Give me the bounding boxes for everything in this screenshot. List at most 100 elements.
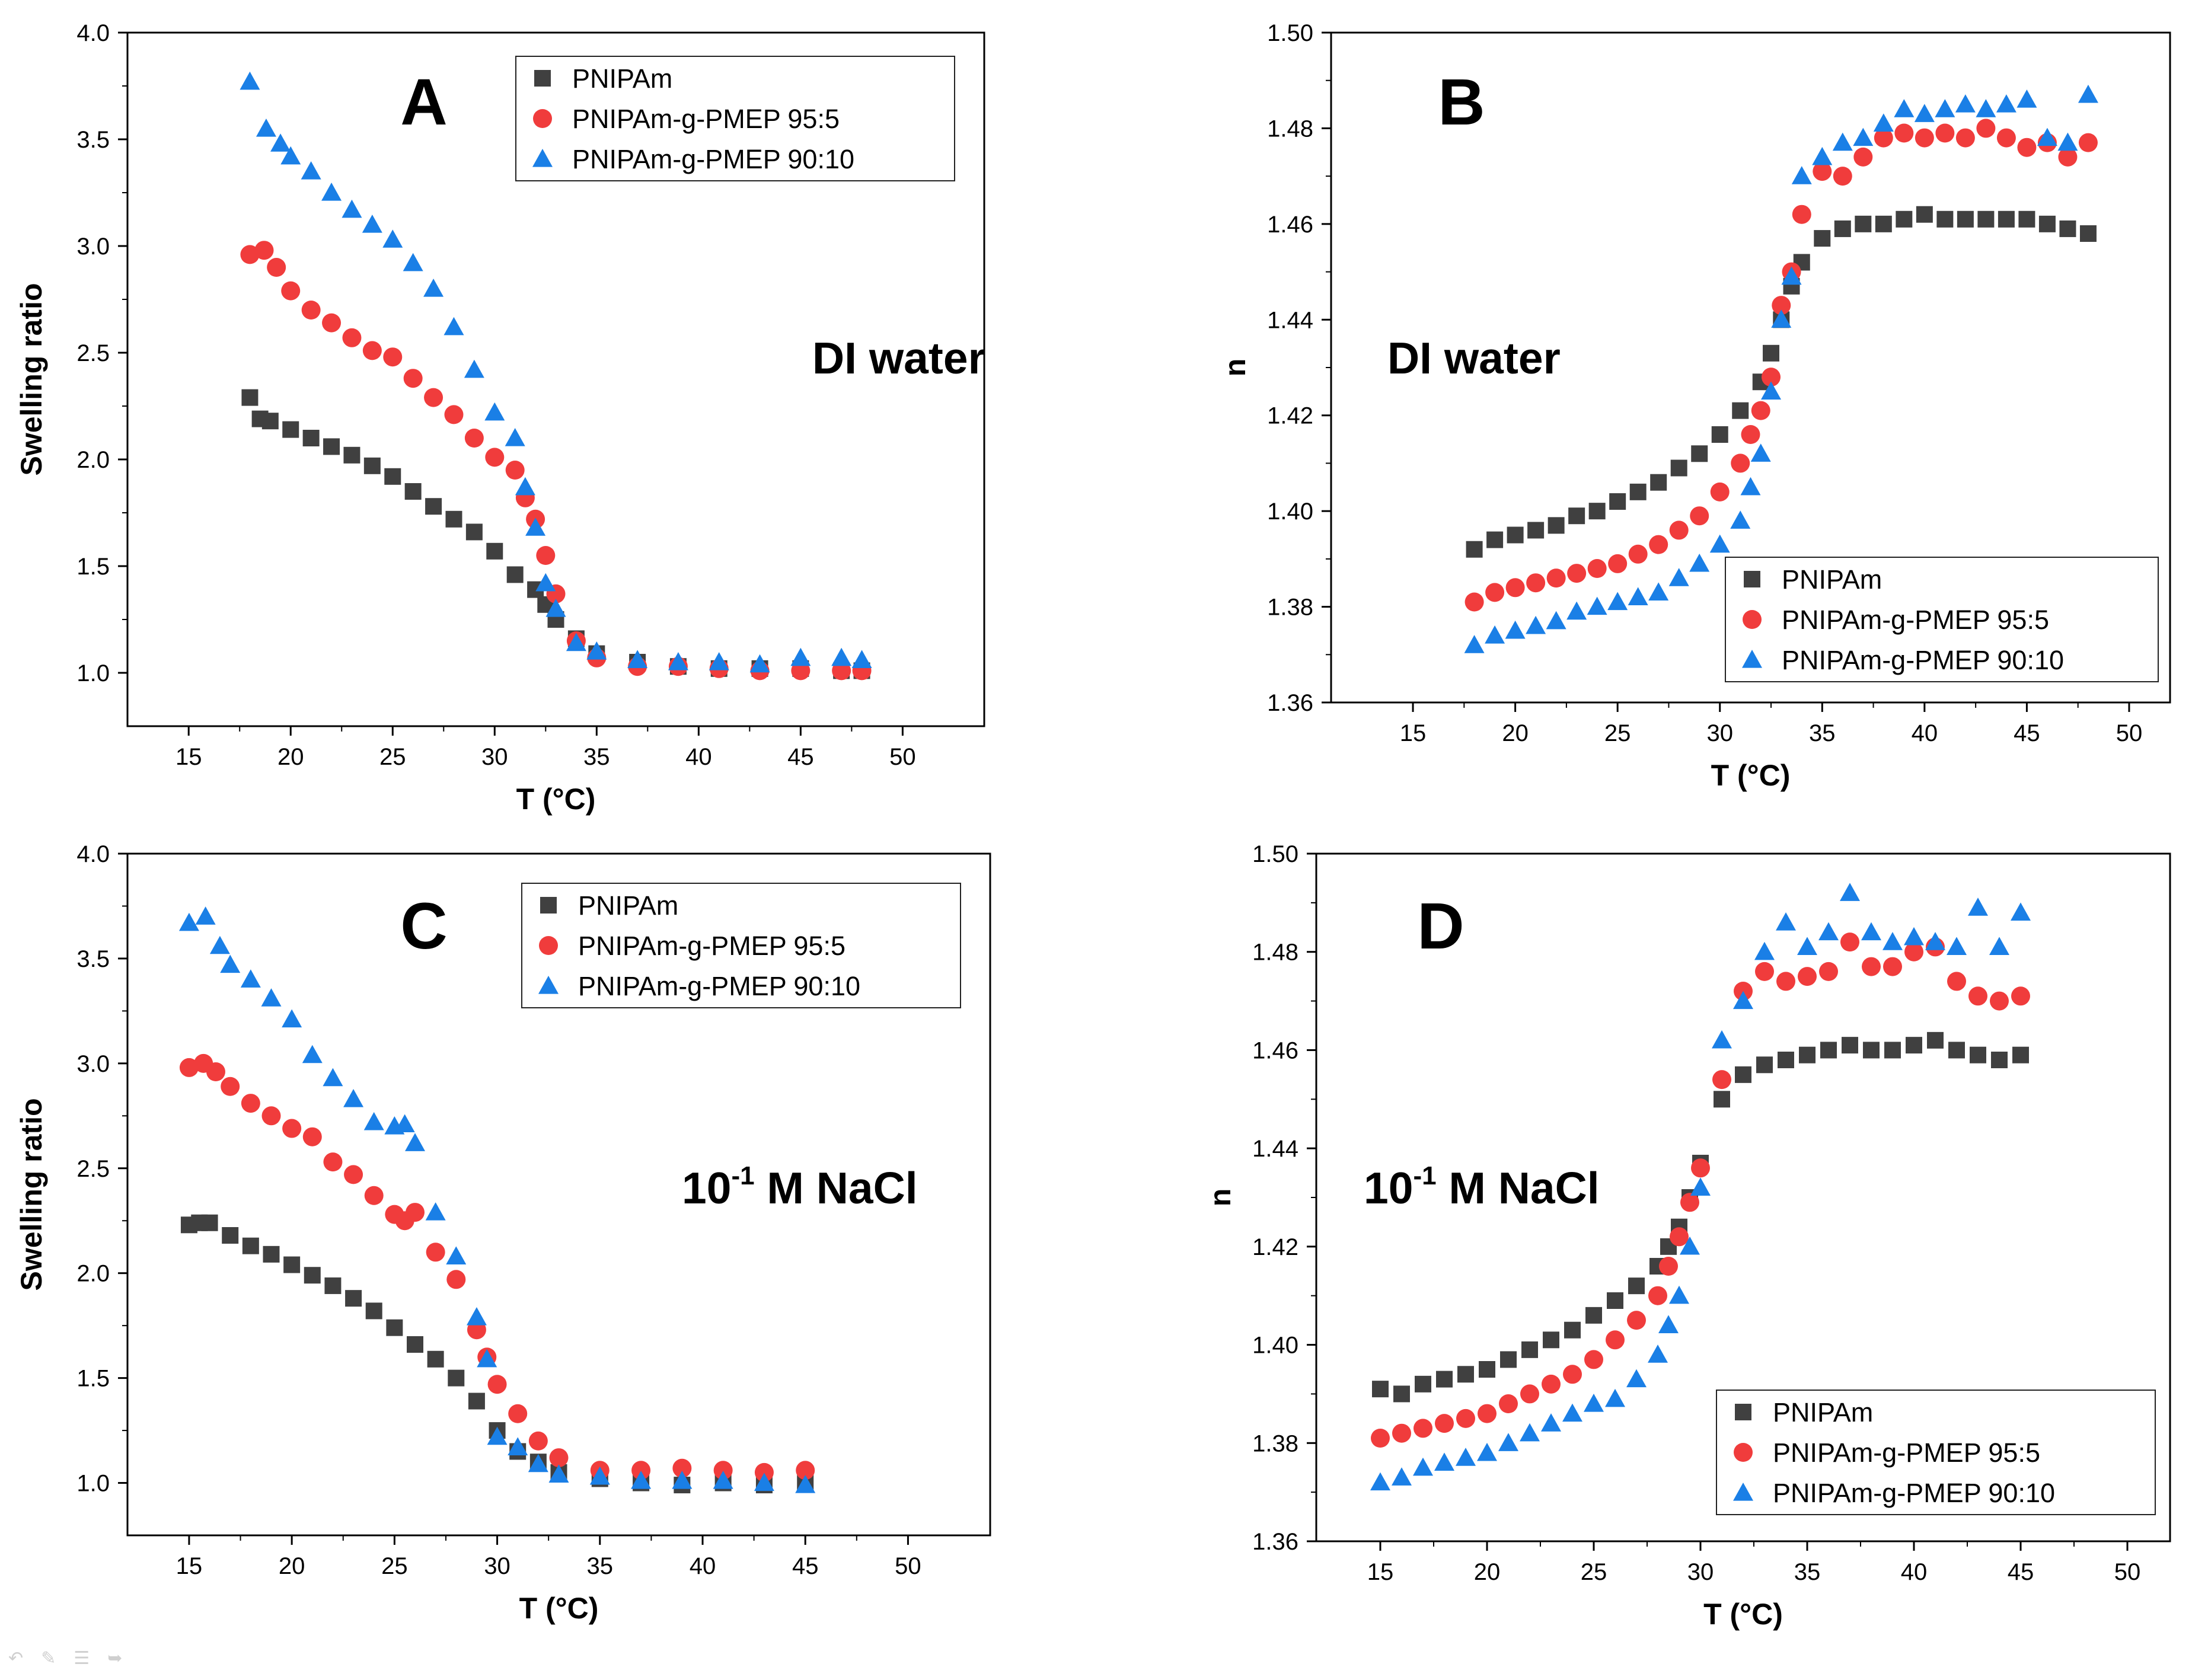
data-point — [1659, 1257, 1678, 1276]
data-point — [283, 1256, 301, 1273]
data-point — [1750, 443, 1771, 462]
data-point — [1546, 611, 1566, 630]
data-point — [1904, 942, 1923, 962]
panel-letter: B — [1438, 66, 1485, 139]
legend-marker — [532, 149, 553, 167]
data-point — [345, 1290, 362, 1307]
data-point — [1798, 967, 1817, 986]
data-point — [1563, 1365, 1582, 1384]
data-point — [386, 1319, 403, 1336]
data-point — [178, 912, 199, 931]
legend-label: PNIPAm — [1782, 564, 1882, 595]
data-point — [528, 1431, 548, 1451]
data-point — [2011, 902, 2031, 921]
data-point — [2016, 90, 2037, 108]
data-point — [1542, 1374, 1561, 1394]
legend-marker — [533, 109, 552, 128]
panel-d: 15 20 25 30 35 40 45 50 1.36 1.38 1.40 1.42 1.44 1.46… — [1204, 841, 2171, 1631]
y-tick-label: 1.44 — [1252, 1136, 1298, 1162]
data-point — [383, 347, 403, 367]
x-tick-label: 20 — [1502, 720, 1529, 746]
y-tick-label: 1.0 — [76, 1471, 110, 1497]
data-point — [1916, 206, 1933, 223]
legend-box — [1716, 1390, 2156, 1515]
y-tick-label: 1.0 — [76, 660, 110, 686]
condition-label: DI water — [812, 333, 985, 383]
data-point — [1606, 1330, 1625, 1350]
x-tick-label: 30 — [1706, 720, 1733, 746]
data-point — [220, 954, 241, 973]
x-axis-title: T (°C) — [1711, 759, 1791, 792]
data-point — [851, 650, 872, 668]
data-point — [1936, 210, 1954, 228]
data-point — [1833, 167, 1852, 186]
data-point — [263, 1245, 280, 1263]
pen-icon[interactable]: ✎ — [41, 1649, 56, 1668]
data-point — [1500, 1351, 1517, 1368]
data-point — [1393, 1385, 1410, 1403]
data-point — [1894, 123, 1914, 143]
data-point — [206, 1062, 225, 1081]
data-point — [672, 1471, 693, 1489]
data-point — [1948, 1042, 1965, 1059]
forward-arrow-icon[interactable]: ➥ — [107, 1649, 123, 1668]
data-point — [267, 258, 286, 277]
y-tick-label: 1.44 — [1267, 307, 1313, 333]
x-tick-label: 15 — [1367, 1559, 1394, 1585]
x-tick-label: 15 — [176, 1553, 203, 1579]
data-point — [403, 369, 423, 388]
data-point — [1955, 94, 1976, 113]
data-point — [1690, 1177, 1711, 1196]
data-point — [427, 1350, 444, 1368]
x-tick-label: 40 — [690, 1553, 716, 1579]
data-point — [1527, 522, 1545, 539]
data-point — [1818, 922, 1839, 941]
data-point — [477, 1349, 497, 1368]
y-tick-label: 1.42 — [1252, 1234, 1298, 1260]
data-point — [1526, 615, 1546, 634]
data-point — [2079, 225, 2097, 242]
legend: PNIPAm PNIPAm-g-PMEP 95:5 PNIPAm-g-PMEP 90… — [521, 883, 961, 1008]
data-point — [508, 1404, 528, 1423]
condition-label: DI water — [1387, 333, 1561, 383]
y-tick-label: 1.36 — [1252, 1529, 1298, 1555]
data-point — [1486, 531, 1504, 548]
series-pnipam — [1372, 1031, 2029, 1403]
data-point — [2057, 132, 2078, 151]
condition-base: 10 — [1364, 1163, 1413, 1213]
data-point — [302, 1045, 323, 1063]
condition-rest: M NaCl — [1437, 1163, 1600, 1213]
data-point — [1588, 503, 1606, 520]
data-point — [1731, 453, 1750, 473]
data-point — [1778, 1052, 1794, 1068]
data-point — [1669, 1285, 1689, 1304]
x-tick-label: 50 — [2114, 1559, 2141, 1585]
data-point — [1957, 210, 1974, 228]
legend-label: PNIPAm — [572, 63, 672, 94]
series-pnipam-g-pmep-95-5 — [179, 1053, 815, 1482]
data-point — [424, 388, 443, 407]
data-point — [566, 633, 586, 651]
legend-label: PNIPAm-g-PMEP 95:5 — [572, 104, 840, 134]
data-point — [1714, 1091, 1730, 1108]
legend: PNIPAm PNIPAm-g-PMEP 95:5 PNIPAm-g-PMEP 90… — [515, 56, 955, 181]
y-tick-label: 1.38 — [1252, 1430, 1298, 1457]
back-arrow-icon[interactable]: ↶ — [8, 1649, 24, 1668]
y-tick-label: 3.5 — [76, 946, 110, 972]
data-point — [446, 1270, 466, 1289]
menu-icon[interactable]: ☰ — [74, 1649, 90, 1668]
legend-marker — [1735, 1404, 1751, 1420]
data-point — [672, 1458, 692, 1478]
data-point — [713, 1461, 733, 1480]
data-point — [1712, 1070, 1731, 1090]
data-point — [256, 119, 276, 137]
data-point — [261, 1106, 281, 1126]
data-point — [1436, 1371, 1453, 1388]
data-point — [1584, 1394, 1604, 1412]
data-point — [1628, 587, 1648, 606]
y-tick-label: 4.0 — [76, 841, 110, 867]
data-point — [1842, 1037, 1858, 1054]
data-point — [1498, 1433, 1518, 1451]
data-point — [241, 389, 259, 406]
data-point — [1776, 912, 1796, 931]
